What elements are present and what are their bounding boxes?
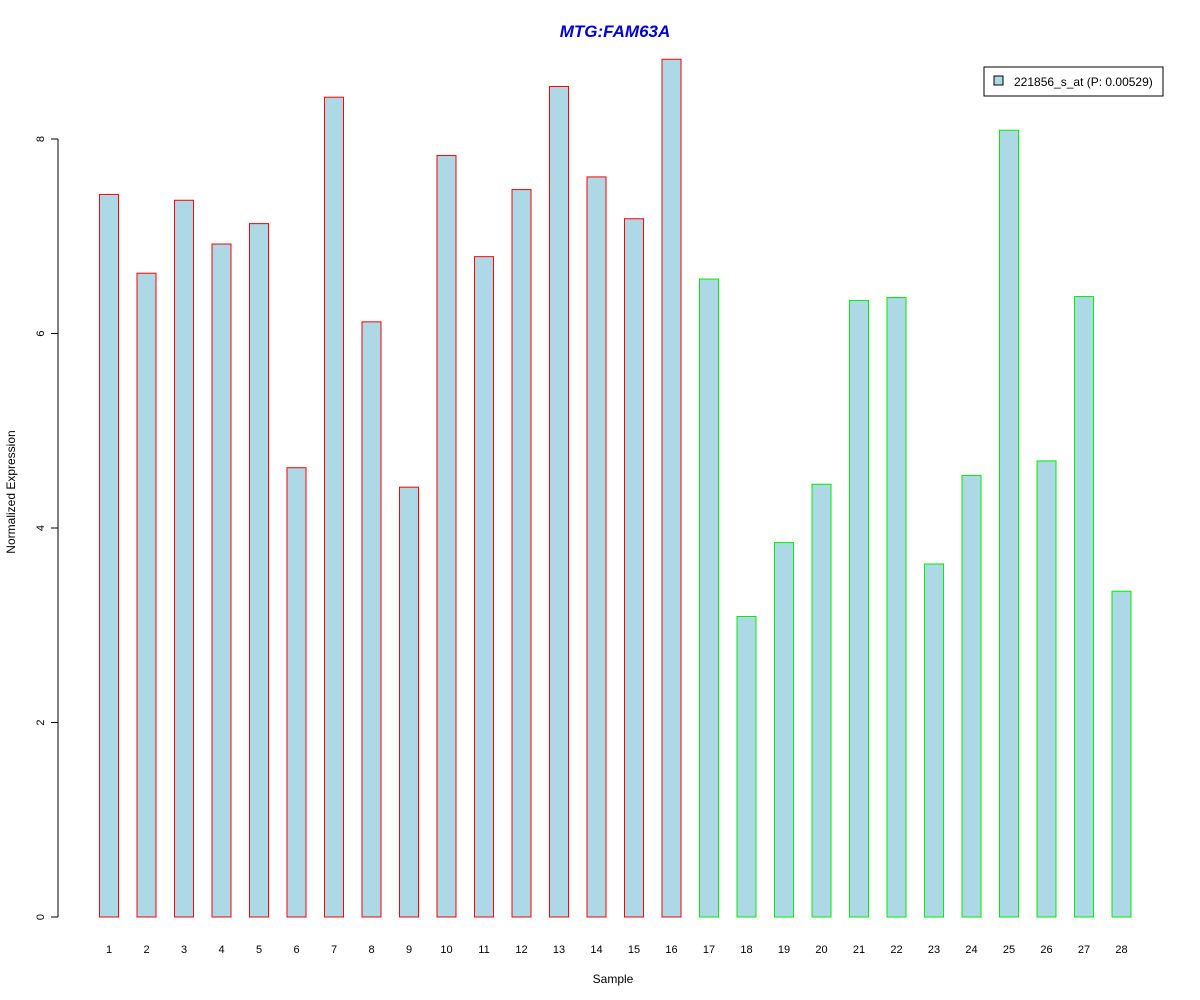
- bar: [1036, 460, 1057, 918]
- x-tick-label: 4: [218, 944, 224, 956]
- x-tick-label: 23: [928, 944, 940, 956]
- bar: [961, 474, 982, 918]
- bar: [174, 199, 194, 918]
- bar: [849, 299, 869, 918]
- chart-title: MTG:FAM63A: [560, 22, 671, 41]
- y-axis-label: Normalized Expression: [4, 430, 18, 553]
- y-axis: 0 2 4 6 8: [35, 136, 59, 920]
- bar: [661, 58, 682, 918]
- bar: [999, 129, 1019, 918]
- bar: [399, 486, 419, 918]
- bar: [211, 243, 232, 918]
- bar: [286, 467, 307, 918]
- x-tick-label: 7: [331, 944, 337, 956]
- x-tick-label: 10: [440, 944, 452, 956]
- x-tick-label: 2: [143, 944, 149, 956]
- x-tick-label: 16: [665, 944, 677, 956]
- bar: [249, 223, 269, 918]
- bar: [624, 218, 644, 918]
- bar: [99, 193, 119, 918]
- x-tick-label: 27: [1078, 944, 1090, 956]
- bar: [436, 155, 457, 918]
- x-tick-label: 25: [1003, 944, 1015, 956]
- x-tick-label: 6: [293, 944, 299, 956]
- legend: 221856_s_at (P: 0.00529): [983, 66, 1164, 97]
- x-tick-label: 17: [703, 944, 715, 956]
- bar: [924, 563, 944, 918]
- legend-swatch: [993, 75, 1004, 86]
- bar: [511, 189, 532, 918]
- y-tick-label: 6: [35, 330, 47, 336]
- y-tick-label: 8: [35, 136, 47, 142]
- bar: [886, 297, 907, 918]
- bar: [586, 176, 607, 918]
- bars: [99, 58, 1132, 918]
- x-tick-label: 1: [106, 944, 112, 956]
- x-tick-label: 15: [628, 944, 640, 956]
- x-tick-label: 18: [740, 944, 752, 956]
- bar: [136, 272, 157, 918]
- x-tick-label: 26: [1040, 944, 1052, 956]
- x-tick-label: 28: [1115, 944, 1127, 956]
- bar: [774, 542, 794, 918]
- bar: [699, 278, 719, 918]
- x-tick-label: 20: [815, 944, 827, 956]
- bar: [324, 96, 344, 918]
- bar: [361, 321, 382, 918]
- x-tick-label: 13: [553, 944, 565, 956]
- x-axis-label: Sample: [593, 972, 634, 986]
- x-tick-label: 11: [478, 944, 489, 956]
- legend-box: [983, 66, 1164, 97]
- x-tick-label: 8: [368, 944, 374, 956]
- bar: [1111, 590, 1132, 918]
- x-tick-label: 24: [965, 944, 977, 956]
- y-tick-label: 4: [35, 525, 47, 531]
- x-axis-tick-labels: 1 2 3 4 5 6 7 8 9 10 11 12 13 14 15 16 17 18 19 20 21 22 23 24 2…: [106, 944, 1128, 956]
- x-tick-label: 21: [853, 944, 865, 956]
- bar: [474, 256, 494, 918]
- x-tick-label: 12: [515, 944, 527, 956]
- x-tick-label: 14: [590, 944, 602, 956]
- bar: [549, 85, 569, 918]
- y-tick-label: 0: [35, 914, 47, 920]
- bar: [736, 615, 757, 918]
- y-tick-label: 2: [35, 719, 47, 725]
- x-tick-label: 9: [406, 944, 412, 956]
- x-tick-label: 3: [181, 944, 187, 956]
- x-tick-label: 22: [890, 944, 902, 956]
- x-tick-label: 5: [256, 944, 262, 956]
- bar: [1074, 296, 1094, 918]
- bar: [811, 483, 832, 918]
- x-tick-label: 19: [778, 944, 790, 956]
- legend-entry: 221856_s_at (P: 0.00529): [1014, 75, 1153, 89]
